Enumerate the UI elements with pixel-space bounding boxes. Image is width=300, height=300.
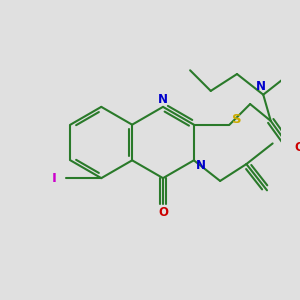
Text: I: I [52, 172, 57, 184]
Text: N: N [158, 93, 168, 106]
Text: N: N [255, 80, 266, 93]
Text: O: O [294, 141, 300, 154]
Text: N: N [196, 159, 206, 172]
Text: S: S [232, 113, 242, 127]
Text: O: O [158, 206, 168, 219]
